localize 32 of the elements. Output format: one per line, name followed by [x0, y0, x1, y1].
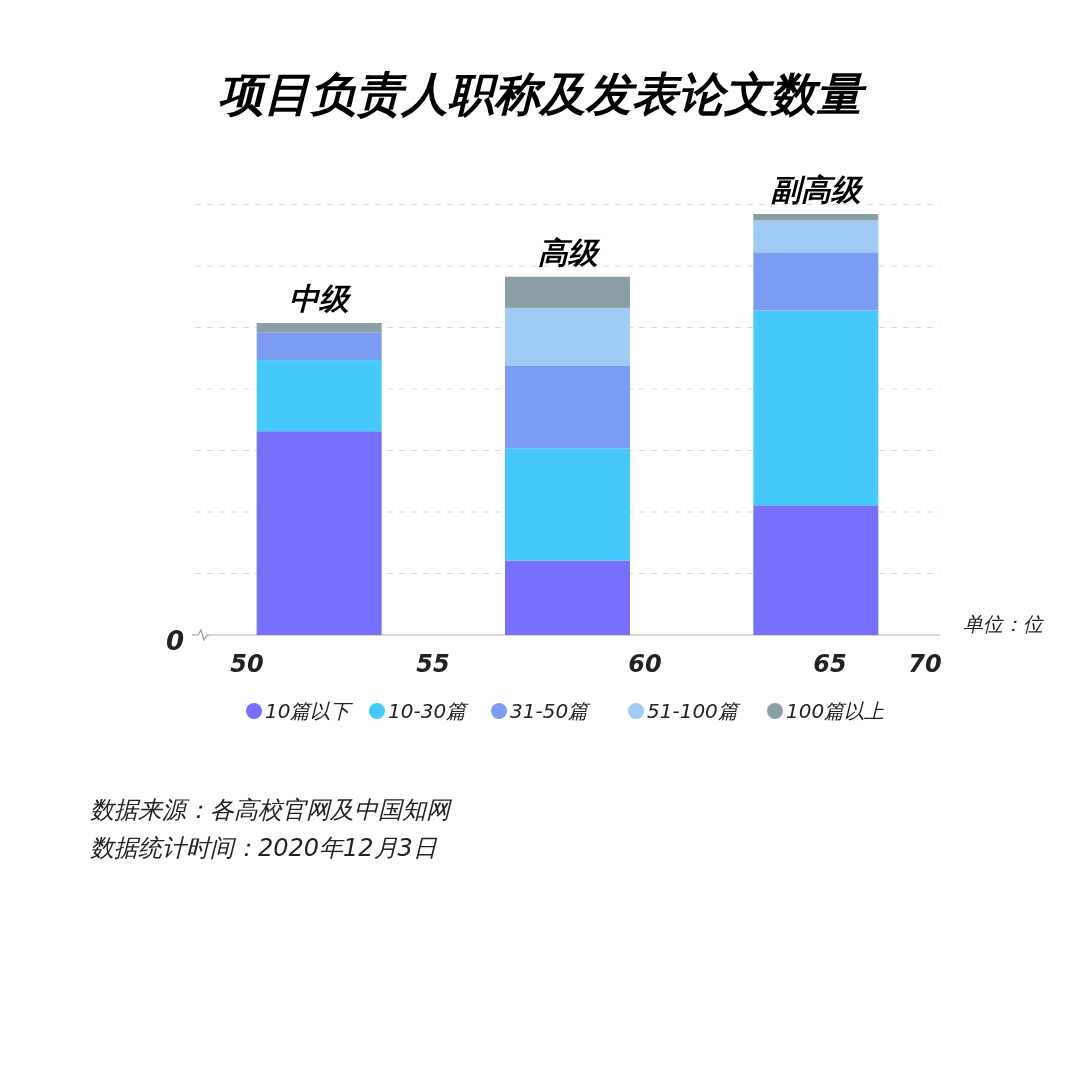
text: 65	[813, 650, 847, 678]
text: 单位：位	[963, 612, 1044, 636]
bar	[505, 448, 630, 561]
bar	[505, 560, 630, 635]
bar	[753, 505, 879, 635]
legend-label: 51-100篇	[647, 699, 741, 723]
legend-label: 10-30篇	[388, 699, 470, 723]
text: 数据统计时间：2020年12月3日	[90, 834, 438, 862]
bar	[505, 365, 630, 449]
bar	[753, 214, 879, 221]
bar	[753, 252, 879, 311]
bar	[753, 220, 879, 253]
bar	[505, 276, 630, 308]
text: 70	[908, 650, 942, 678]
bar	[256, 360, 382, 432]
source-note: 数据来源：各高校官网及中国知网	[90, 796, 453, 824]
text: 0	[165, 626, 185, 656]
bar	[505, 307, 630, 366]
legend-label: 31-50篇	[510, 699, 592, 723]
text: 50	[230, 650, 264, 678]
legend-label: 10篇以下	[265, 699, 354, 723]
chart-title: 项目负责人职称及发表论文数量	[218, 67, 867, 121]
text: 60	[628, 650, 662, 678]
bar	[256, 332, 382, 361]
bar	[256, 431, 382, 635]
text: 55	[416, 650, 450, 678]
x-tick-label: 高级	[537, 234, 601, 270]
legend-label: 100篇以上	[786, 699, 885, 723]
bar	[256, 323, 382, 333]
bar	[753, 310, 879, 506]
x-tick-label: 中级	[289, 281, 353, 317]
x-tick-label: 副高级	[770, 172, 864, 207]
